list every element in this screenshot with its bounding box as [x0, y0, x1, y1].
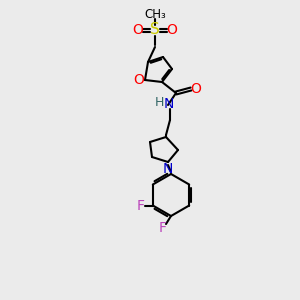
- Text: F: F: [137, 199, 145, 212]
- Text: O: O: [134, 73, 144, 87]
- Text: O: O: [190, 82, 201, 96]
- Text: O: O: [133, 23, 143, 37]
- Text: N: N: [164, 97, 174, 111]
- Text: H: H: [154, 97, 164, 110]
- Text: F: F: [159, 221, 167, 235]
- Text: CH₃: CH₃: [144, 8, 166, 22]
- Text: N: N: [163, 162, 173, 176]
- Text: S: S: [150, 22, 160, 38]
- Text: O: O: [167, 23, 177, 37]
